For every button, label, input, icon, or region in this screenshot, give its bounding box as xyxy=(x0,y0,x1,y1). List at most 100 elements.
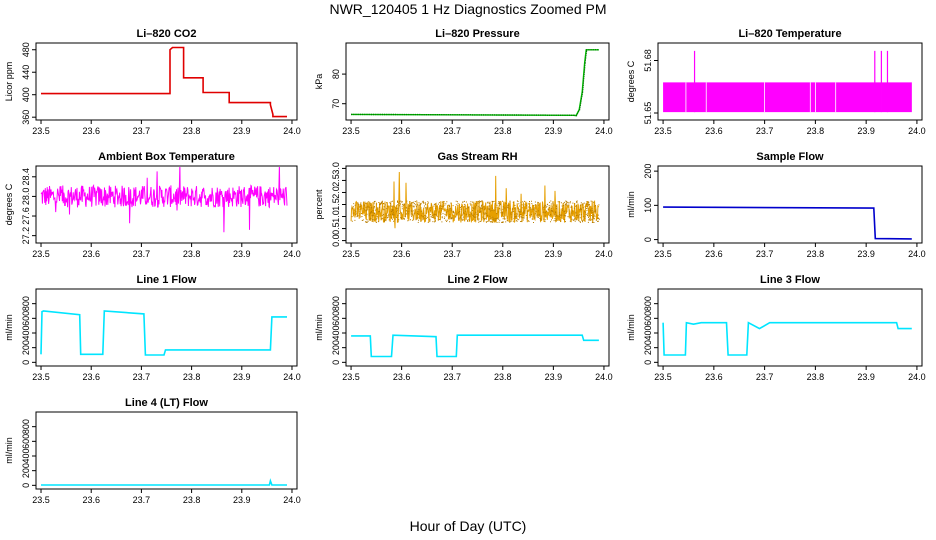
y-axis-label: ml/min xyxy=(626,314,636,341)
x-tick-label: 23.7 xyxy=(443,126,461,136)
y-tick-label: 0 xyxy=(643,360,653,365)
x-tick-label: 23.7 xyxy=(443,372,461,382)
data-line xyxy=(41,478,287,486)
y-tick-label: 400 xyxy=(21,448,31,463)
series-licor-temp xyxy=(663,50,912,113)
y-tick-label: 3.0 xyxy=(331,162,341,175)
panel-line2: Line 2 Flow 23.5 23.6 23.7 23.8 23.9 24.0 0 2004… xyxy=(314,274,613,382)
y-tick-label: 0.0 xyxy=(331,234,341,247)
x-tick-label: 23.6 xyxy=(705,372,723,382)
x-tick-label: 23.6 xyxy=(393,249,411,259)
y-tick-label: 2.0 xyxy=(331,186,341,199)
x-tick-label: 23.6 xyxy=(82,495,100,505)
x-tick-label: 23.5 xyxy=(342,249,360,259)
x-tick-label: 24.0 xyxy=(595,249,613,259)
y-tick-label: 400 xyxy=(21,325,31,340)
y-axis-label: kPa xyxy=(314,74,324,90)
x-tick-label: 23.9 xyxy=(233,126,251,136)
x-tick-label: 23.8 xyxy=(494,249,512,259)
x-tick-label: 23.5 xyxy=(32,249,50,259)
x-tick-label: 23.9 xyxy=(545,372,563,382)
plot-frame xyxy=(345,288,610,367)
y-axis-label: degrees C xyxy=(4,183,14,225)
panel-title-gas-rh: Gas Stream RH xyxy=(437,151,517,163)
y-axis-label: Licor ppm xyxy=(4,62,14,102)
data-line xyxy=(351,334,599,358)
x-tick-label: 23.5 xyxy=(32,372,50,382)
plot-frame xyxy=(657,165,923,244)
y-axis-label: ml/min xyxy=(4,437,14,464)
series-line1 xyxy=(40,310,287,356)
panel-pressure: Li–820 Pressure 23.5 23.6 23.7 23.8 23.9 24.0 7… xyxy=(314,28,613,136)
y-tick-label: 2.5 xyxy=(331,174,341,187)
x-tick-label: 23.8 xyxy=(494,372,512,382)
x-tick-label: 23.6 xyxy=(393,372,411,382)
panel-title-sample-flow: Sample Flow xyxy=(756,151,824,163)
data-band xyxy=(663,82,912,113)
panel-line4: Line 4 (LT) Flow 23.5 23.6 23.7 23.8 23.9 24.0… xyxy=(4,397,301,505)
y-tick-label: 51.65 xyxy=(643,102,653,125)
panel-title-line2: Line 2 Flow xyxy=(448,274,508,286)
y-tick-label: 100 xyxy=(643,198,653,213)
x-tick-label: 23.6 xyxy=(82,126,100,136)
plot-frame xyxy=(345,42,610,121)
x-tick-label: 23.5 xyxy=(654,372,672,382)
y-axis-label: ml/min xyxy=(314,314,324,341)
data-line xyxy=(40,167,288,233)
x-tick-label: 23.7 xyxy=(756,126,774,136)
panel-line3: Line 3 Flow 23.5 23.6 23.7 23.8 23.9 24.0 0 2004… xyxy=(626,274,926,382)
plot-frame xyxy=(657,42,923,121)
x-tick-label: 24.0 xyxy=(283,372,301,382)
x-tick-label: 23.5 xyxy=(654,126,672,136)
y-axis-label: percent xyxy=(314,189,324,220)
x-tick-label: 24.0 xyxy=(595,126,613,136)
y-tick-label: 600 xyxy=(643,311,653,326)
y-tick-label: 360 xyxy=(21,110,31,125)
x-tick-label: 23.6 xyxy=(705,249,723,259)
x-tick-label: 23.5 xyxy=(342,126,360,136)
y-tick-label: 200 xyxy=(331,340,341,355)
x-tick-label: 23.8 xyxy=(494,126,512,136)
plot-frame xyxy=(657,288,923,367)
x-tick-label: 23.5 xyxy=(32,495,50,505)
x-tick-label: 23.6 xyxy=(82,249,100,259)
series-line2 xyxy=(351,334,599,358)
y-tick-label: 27.6 xyxy=(21,207,31,225)
y-tick-label: 800 xyxy=(643,296,653,311)
x-tick-label: 23.9 xyxy=(233,249,251,259)
x-tick-label: 23.9 xyxy=(857,372,875,382)
x-tick-label: 24.0 xyxy=(908,372,926,382)
y-axis-label: ml/min xyxy=(626,191,636,218)
x-tick-label: 23.7 xyxy=(133,495,151,505)
panel-title-line4: Line 4 (LT) Flow xyxy=(125,397,208,409)
x-tick-label: 23.7 xyxy=(133,372,151,382)
x-tick-label: 23.6 xyxy=(705,126,723,136)
y-tick-label: 1.0 xyxy=(331,210,341,223)
data-line xyxy=(662,321,912,356)
x-tick-label: 24.0 xyxy=(283,495,301,505)
plot-frame xyxy=(35,42,298,121)
x-tick-label: 23.5 xyxy=(342,372,360,382)
x-tick-label: 23.9 xyxy=(545,249,563,259)
y-tick-label: 80 xyxy=(331,69,341,79)
x-tick-label: 23.8 xyxy=(807,372,825,382)
y-tick-label: 440 xyxy=(21,65,31,80)
x-tick-label: 24.0 xyxy=(908,249,926,259)
series-line4 xyxy=(41,478,287,486)
x-tick-label: 23.8 xyxy=(183,126,201,136)
y-tick-label: 28.0 xyxy=(21,188,31,206)
y-tick-label: 0 xyxy=(643,237,653,242)
panel-title-line1: Line 1 Flow xyxy=(137,274,197,286)
x-tick-label: 23.7 xyxy=(443,249,461,259)
y-tick-label: 51.68 xyxy=(643,49,653,72)
x-tick-label: 23.9 xyxy=(233,495,251,505)
x-tick-label: 23.8 xyxy=(807,126,825,136)
y-tick-label: 800 xyxy=(21,419,31,434)
data-points xyxy=(351,49,599,117)
panel-sample-flow: Sample Flow 23.5 23.6 23.7 23.8 23.9 24.0 0 100 2… xyxy=(626,151,926,259)
y-tick-label: 28.4 xyxy=(21,168,31,186)
x-tick-label: 23.7 xyxy=(133,249,151,259)
y-tick-label: 600 xyxy=(21,434,31,449)
y-tick-label: 200 xyxy=(643,164,653,179)
panel-ambient-box: Ambient Box Temperature 23.5 23.6 23.7 23.8 2… xyxy=(4,151,301,259)
